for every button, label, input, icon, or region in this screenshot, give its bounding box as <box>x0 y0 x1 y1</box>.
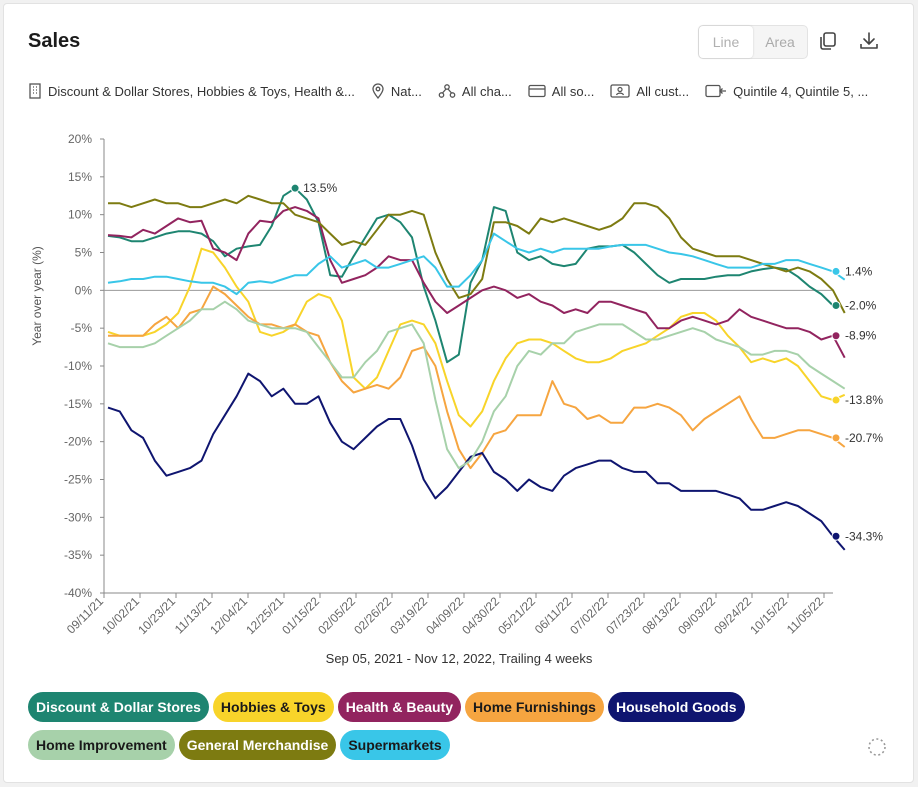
y-tick-label: 5% <box>75 246 93 260</box>
sales-line-chart: 20% 15% 10% 5% 0% -5% -10% -15% -20% -25% -30% -35%… <box>30 132 883 666</box>
legend-chip-discount-dollar-stores[interactable]: Discount & Dollar Stores <box>28 692 209 722</box>
filter-source-label: All so... <box>551 83 595 99</box>
y-tick-label: -40% <box>64 586 92 600</box>
download-icon[interactable] <box>858 30 880 52</box>
y-tick-label: -35% <box>64 548 92 562</box>
x-tick-label: 05/21/22 <box>495 594 538 637</box>
legend-chip-household-goods[interactable]: Household Goods <box>607 692 745 722</box>
end-marker-health-beauty <box>831 331 841 341</box>
end-marker-supermarkets <box>831 266 841 276</box>
filter-customer[interactable]: All cust... <box>610 84 689 99</box>
y-tick-label: 0% <box>75 283 93 297</box>
channels-icon <box>438 84 456 98</box>
filter-quintile-label: Quintile 4, Quintile 5, ... <box>733 83 869 99</box>
x-tick-label: 07/02/22 <box>567 594 610 637</box>
y-tick-label: -15% <box>64 397 92 411</box>
end-label-hobbies-toys: -13.8% <box>845 393 883 407</box>
filter-source[interactable]: All so... <box>528 83 595 99</box>
series-line-home-furnishings <box>108 285 846 470</box>
filter-geography-label: Nat... <box>390 83 422 99</box>
peak-label-discount-dollar-stores: 13.5% <box>303 181 337 195</box>
x-tick-label: 10/23/21 <box>135 594 178 637</box>
series-line-home-improvement <box>107 300 846 470</box>
x-tick-label: 02/26/22 <box>351 594 394 637</box>
x-tick-label: 06/11/22 <box>532 594 575 637</box>
x-tick-label: 04/30/22 <box>459 594 502 637</box>
chart-type-toggle[interactable]: Line Area <box>698 25 808 59</box>
y-tick-label: -20% <box>64 435 92 449</box>
end-label-discount-dollar-stores: -2.0% <box>845 298 877 312</box>
page-title: Sales <box>28 30 81 52</box>
x-tick-label: 12/04/21 <box>207 594 250 637</box>
x-tick-label: 11/13/21 <box>172 594 215 637</box>
end-marker-home-furnishings <box>831 433 841 443</box>
series-line-general-merchandise <box>108 194 846 314</box>
x-tick-label: 11/05/22 <box>784 594 827 637</box>
line-toggle-button[interactable]: Line <box>699 26 753 58</box>
x-tick-label: 04/09/22 <box>423 594 466 637</box>
series-line-discount-dollar-stores <box>107 187 834 364</box>
legend-chip-home-furnishings[interactable]: Home Furnishings <box>465 692 604 722</box>
chart-legend: Discount & Dollar Stores Hobbies & Toys He… <box>28 692 788 760</box>
wallet-icon <box>705 84 727 98</box>
filter-channel-label: All cha... <box>461 83 512 99</box>
sales-card: Sales Line Area Discount & Dollar Stores… <box>3 3 914 783</box>
x-axis-label: Sep 05, 2021 - Nov 12, 2022, Trailing 4 … <box>326 651 593 666</box>
series-line-hobbies-toys <box>107 247 846 428</box>
end-marker-household-goods <box>831 531 841 541</box>
location-pin-icon <box>372 83 384 99</box>
legend-chip-supermarkets[interactable]: Supermarkets <box>340 730 450 760</box>
end-label-household-goods: -34.3% <box>845 529 883 543</box>
copy-icon[interactable] <box>817 30 839 52</box>
peak-marker-discount-dollar-stores <box>290 183 300 193</box>
y-tick-label: -5% <box>71 321 93 335</box>
y-axis: 20% 15% 10% 5% 0% -5% -10% -15% -20% -25% -30% -35%… <box>64 132 833 600</box>
filter-bar: Discount & Dollar Stores, Hobbies & Toys… <box>28 80 884 102</box>
y-axis-label: Year over year (%) <box>30 246 44 346</box>
x-tick-label: 09/24/22 <box>711 594 754 637</box>
end-label-home-furnishings: -20.7% <box>845 431 883 445</box>
series-line-health-beauty <box>107 206 846 359</box>
end-marker-discount-dollar-stores <box>831 300 841 310</box>
filter-quintile[interactable]: Quintile 4, Quintile 5, ... <box>705 84 868 99</box>
series-line-household-goods <box>107 372 846 551</box>
end-markers: -2.0% -13.8% -8.9% -20.7% -34.3% 1.4% 13.5% <box>290 181 883 543</box>
area-toggle-button[interactable]: Area <box>765 34 795 50</box>
legend-chip-hobbies-toys[interactable]: Hobbies & Toys <box>212 692 334 722</box>
customer-id-icon <box>610 84 631 98</box>
end-label-health-beauty: -8.9% <box>845 329 877 343</box>
x-tick-label: 09/03/22 <box>675 594 718 637</box>
y-tick-label: 10% <box>68 208 92 222</box>
loading-spinner-icon <box>868 738 886 756</box>
filter-industry[interactable]: Discount & Dollar Stores, Hobbies & Toys… <box>28 83 355 99</box>
y-tick-label: -30% <box>64 510 92 524</box>
x-tick-label: 10/02/21 <box>99 594 142 637</box>
y-tick-label: -10% <box>64 359 92 373</box>
legend-chip-general-merchandise[interactable]: General Merchandise <box>178 730 337 760</box>
end-marker-hobbies-toys <box>831 395 841 405</box>
series-lines <box>107 187 846 551</box>
x-tick-label: 08/13/22 <box>639 594 682 637</box>
filter-industry-label: Discount & Dollar Stores, Hobbies & Toys… <box>48 83 355 99</box>
y-tick-label: 20% <box>68 132 92 146</box>
x-tick-label: 01/15/22 <box>279 594 322 637</box>
y-tick-label: 15% <box>68 170 92 184</box>
y-tick-label: -25% <box>64 473 92 487</box>
card-icon <box>528 84 546 98</box>
filter-channel[interactable]: All cha... <box>438 83 512 99</box>
end-label-supermarkets: 1.4% <box>845 264 873 278</box>
x-axis: 09/11/2110/02/2110/23/2111/13/2112/04/21… <box>64 592 833 637</box>
x-tick-label: 03/19/22 <box>387 594 430 637</box>
filter-customer-label: All cust... <box>636 83 690 99</box>
legend-chip-home-improvement[interactable]: Home Improvement <box>28 730 175 760</box>
x-tick-label: 12/25/21 <box>243 594 286 637</box>
x-tick-label: 02/05/22 <box>315 594 358 637</box>
x-tick-label: 09/11/21 <box>64 594 107 637</box>
legend-chip-health-beauty[interactable]: Health & Beauty <box>337 692 462 722</box>
building-icon <box>29 83 41 99</box>
x-tick-label: 07/23/22 <box>603 594 646 637</box>
x-tick-label: 10/15/22 <box>747 594 790 637</box>
series-line-supermarkets <box>107 232 846 296</box>
filter-geography[interactable]: Nat... <box>371 83 422 99</box>
